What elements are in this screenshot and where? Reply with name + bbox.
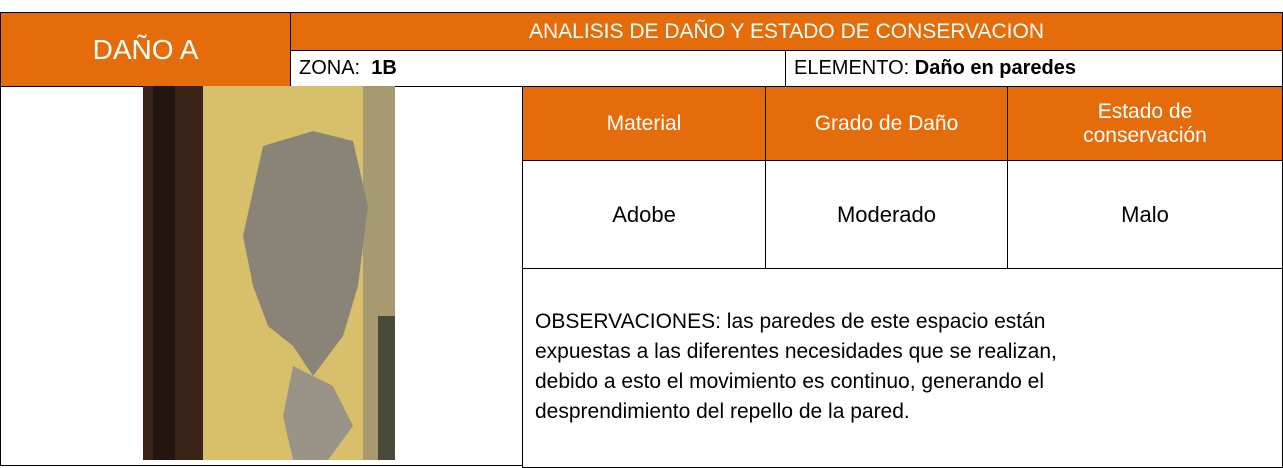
value-text: Malo bbox=[1121, 201, 1169, 227]
zone-value: 1B bbox=[371, 57, 397, 79]
sheet-title-text: ANALISIS DE DAÑO Y ESTADO DE CONSERVACIO… bbox=[528, 19, 1045, 43]
header-text: Grado de Daño bbox=[814, 111, 959, 135]
sheet-title: ANALISIS DE DAÑO Y ESTADO DE CONSERVACIO… bbox=[290, 12, 1283, 51]
value-text: Adobe bbox=[612, 201, 676, 227]
header-text: Material bbox=[606, 111, 682, 135]
damage-label: DAÑO A bbox=[0, 12, 291, 87]
value-cell: Adobe bbox=[522, 160, 766, 269]
zone-label: ZONA: bbox=[299, 57, 361, 79]
photo-cell bbox=[0, 86, 523, 466]
damage-photo bbox=[143, 86, 395, 460]
element-cell: ELEMENTO: Daño en paredes bbox=[785, 50, 1283, 87]
header-cell: Material bbox=[522, 86, 766, 161]
element-value: Daño en paredes bbox=[914, 57, 1076, 79]
header-cell: Grado de Daño bbox=[765, 86, 1008, 161]
damage-label-text: DAÑO A bbox=[92, 33, 199, 65]
value-text: Moderado bbox=[836, 201, 937, 227]
header-cell: Estado de conservación bbox=[1007, 86, 1283, 161]
header-text: Estado de conservación bbox=[1083, 99, 1207, 147]
observations-cell: OBSERVACIONES: las paredes de este espac… bbox=[522, 268, 1283, 468]
element-label: ELEMENTO: bbox=[794, 57, 910, 79]
value-cell: Moderado bbox=[765, 160, 1008, 269]
zone-cell: ZONA: 1B bbox=[290, 50, 786, 87]
value-cell: Malo bbox=[1007, 160, 1283, 269]
observations-text: OBSERVACIONES: las paredes de este espac… bbox=[535, 310, 1057, 423]
